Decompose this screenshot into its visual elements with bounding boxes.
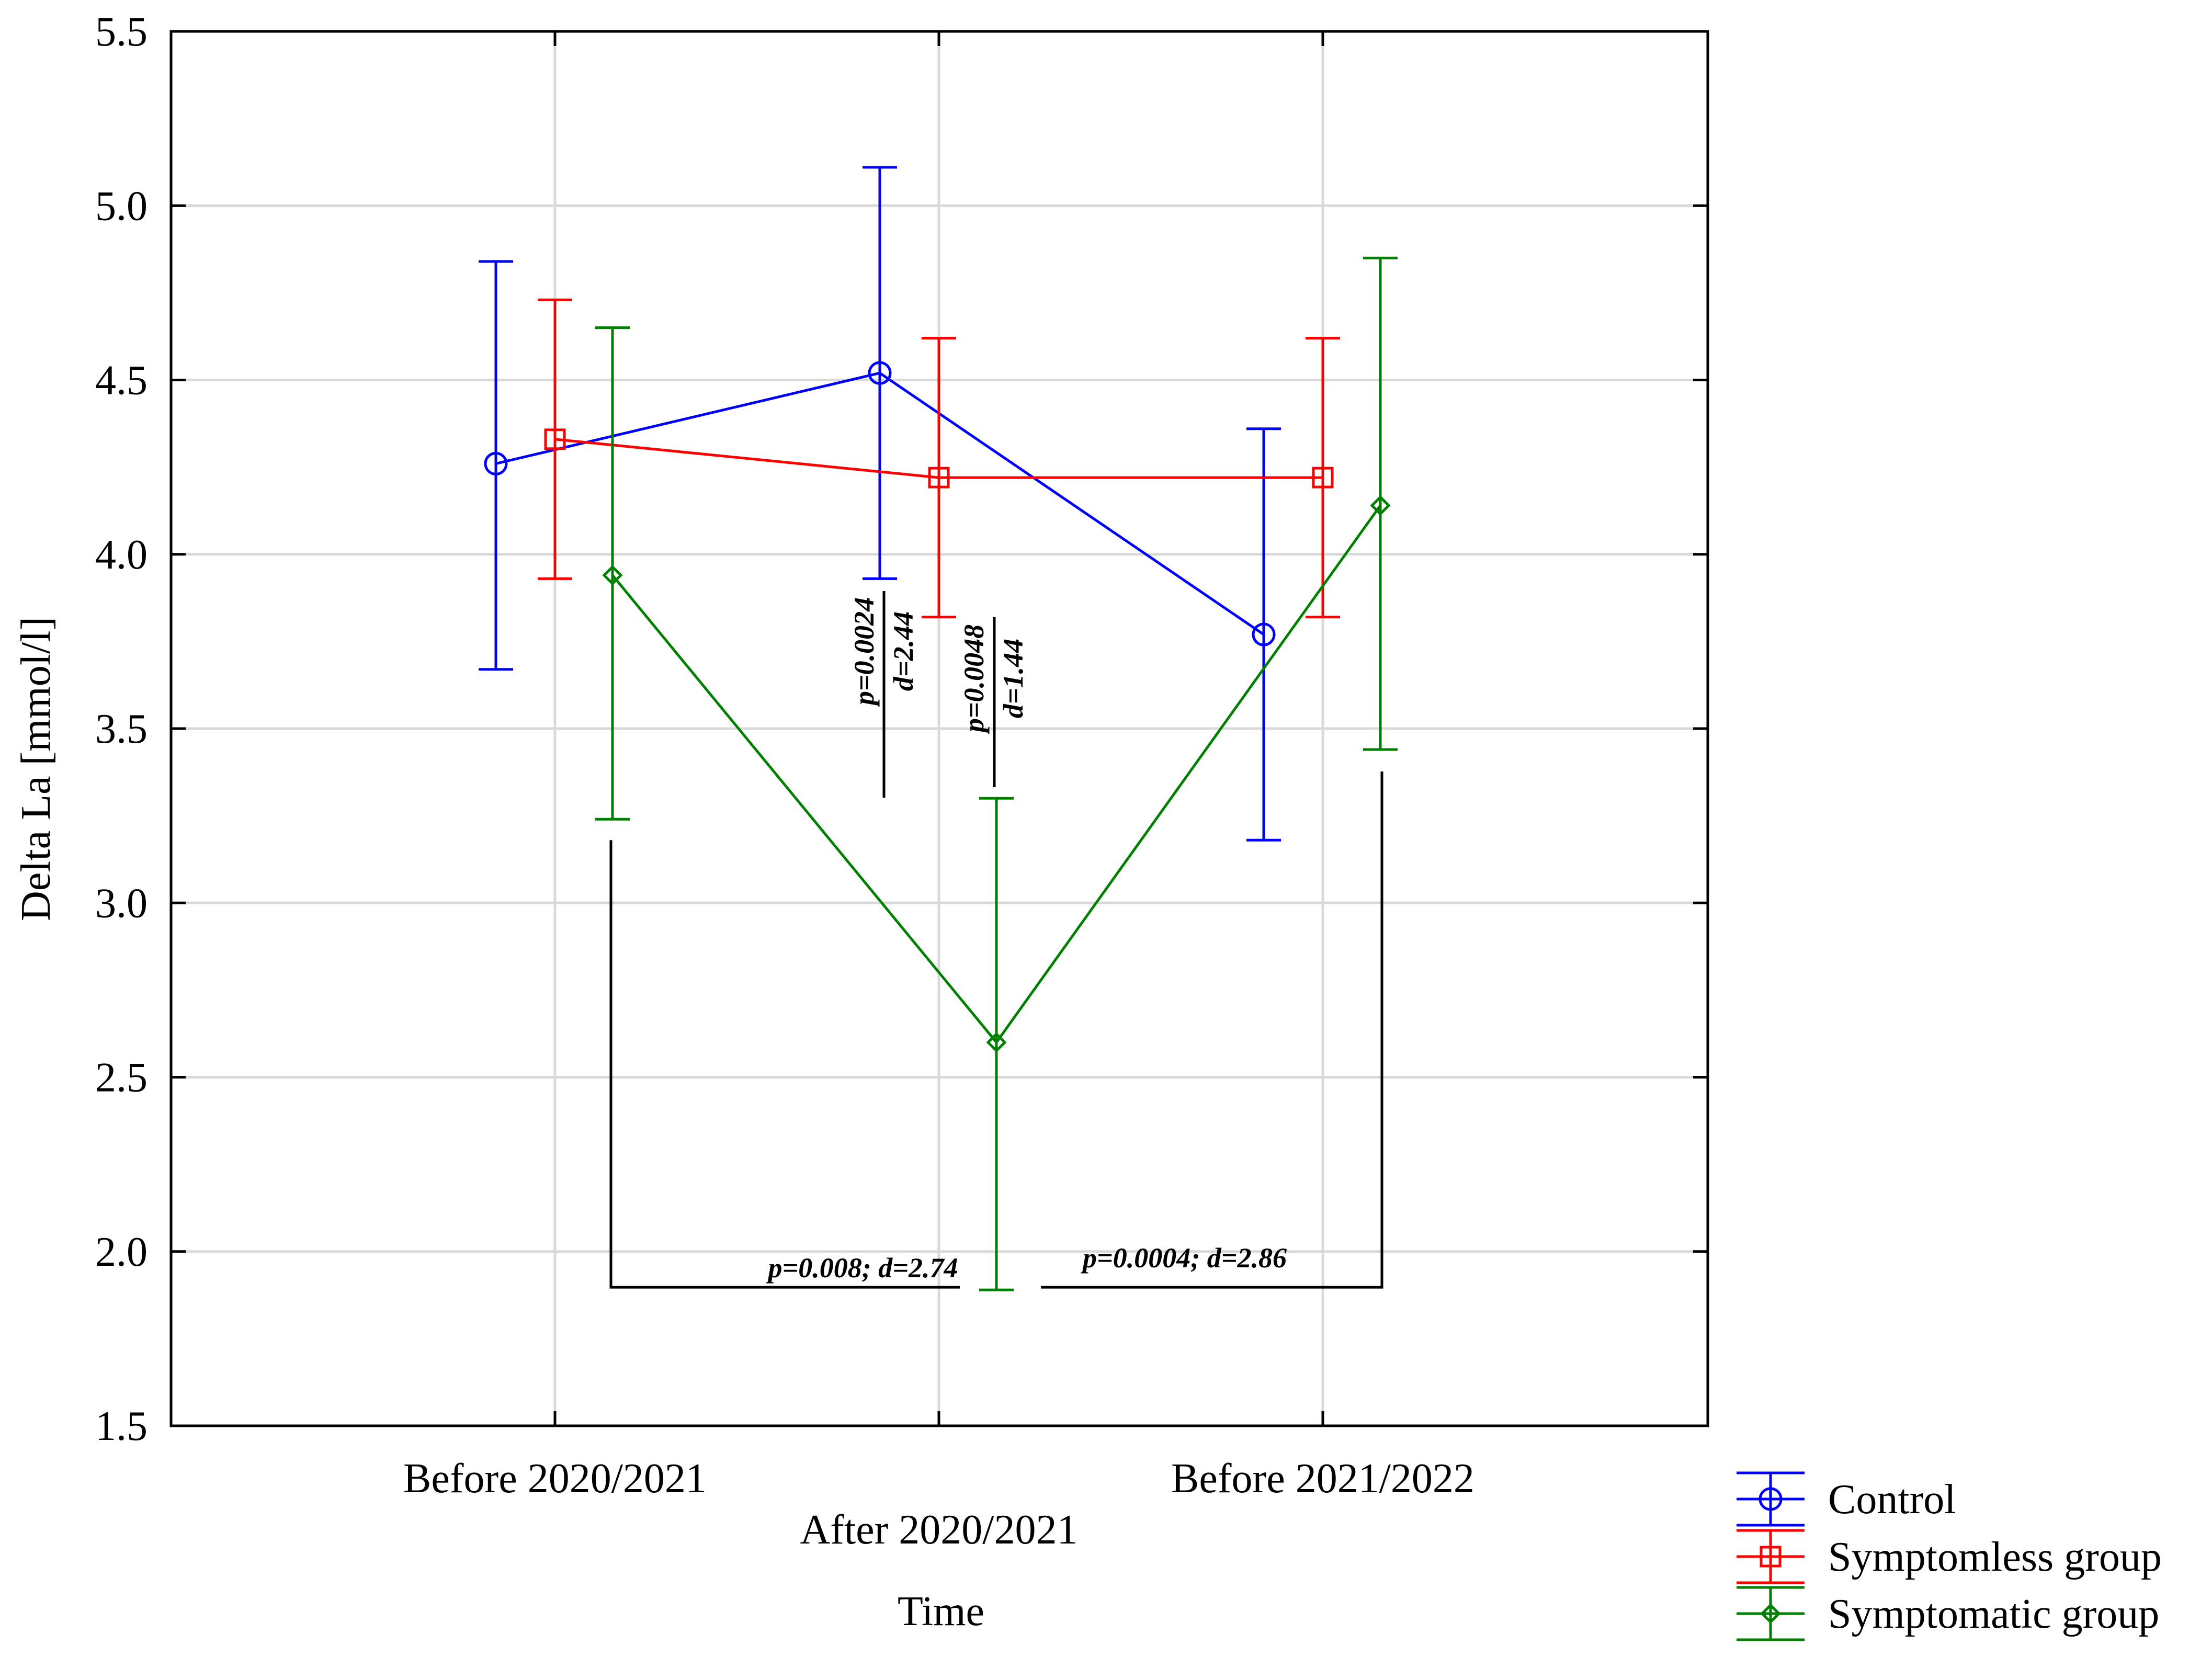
point-marker bbox=[1370, 495, 1391, 516]
point-marker bbox=[544, 428, 566, 450]
point-marker bbox=[928, 467, 950, 489]
y-tick-label: 2.0 bbox=[95, 1229, 148, 1275]
legend-item: Symptomatic group bbox=[1737, 1586, 2159, 1641]
series-symptomatic-group bbox=[595, 256, 1398, 1291]
annotation-4: p=0.0004; d=2.86 bbox=[1081, 1242, 1287, 1274]
point-marker bbox=[868, 361, 892, 385]
series-control bbox=[479, 166, 1281, 842]
y-tick-label: 5.5 bbox=[95, 9, 148, 55]
y-tick-label: 3.5 bbox=[95, 706, 148, 752]
legend-label: Symptomatic group bbox=[1828, 1591, 2159, 1637]
point-marker bbox=[1760, 1603, 1781, 1624]
annotation-2: p=0.0048 d=1.44 bbox=[958, 625, 1029, 734]
legend-item: Control bbox=[1737, 1471, 1956, 1527]
axes: 1.5 2.0 2.5 3.0 3.5 4.0 4.5 5.0 5.5 Before 2020/2… bbox=[95, 9, 1708, 1553]
point-marker bbox=[1252, 622, 1276, 646]
legend-label: Control bbox=[1828, 1477, 1956, 1523]
annotation-1-d: d=2.44 bbox=[888, 611, 919, 691]
point-marker bbox=[602, 565, 623, 586]
legend: Control Symptomless group Symptomatic grou… bbox=[1737, 1471, 2162, 1641]
annotation-1-p: p=0.0024 bbox=[848, 597, 880, 707]
series-line bbox=[495, 371, 1265, 636]
y-tick-label: 5.0 bbox=[95, 183, 148, 229]
x-tick-label: Before 2020/2021 bbox=[403, 1456, 707, 1502]
legend-item: Symptomless group bbox=[1737, 1529, 2162, 1584]
series-line bbox=[554, 438, 1323, 479]
annotation-2-p: p=0.0048 bbox=[958, 625, 990, 734]
bracket-after-before bbox=[1041, 771, 1383, 1289]
annotation-1: p=0.0024 d=2.44 bbox=[848, 597, 919, 707]
bracket-before-after bbox=[609, 840, 960, 1289]
series-layer bbox=[479, 166, 1398, 1291]
point-marker bbox=[1312, 467, 1334, 489]
y-tick-label: 2.5 bbox=[95, 1055, 148, 1101]
significance-brackets bbox=[609, 591, 1383, 1289]
series-line bbox=[611, 504, 1382, 1045]
y-tick-label: 1.5 bbox=[95, 1403, 148, 1449]
y-tick-label: 3.0 bbox=[95, 880, 148, 926]
annotation-3: p=0.008; d=2.74 bbox=[766, 1252, 958, 1284]
point-marker bbox=[986, 1032, 1007, 1053]
point-marker bbox=[1759, 1487, 1783, 1511]
legend-label: Symptomless group bbox=[1828, 1534, 2162, 1580]
y-axis-title: Delta La [mmol/l] bbox=[13, 617, 59, 921]
y-tick-label: 4.5 bbox=[95, 358, 148, 404]
x-tick-label: Before 2021/2022 bbox=[1171, 1456, 1474, 1502]
point-marker bbox=[1760, 1546, 1782, 1568]
x-tick-label: After 2020/2021 bbox=[800, 1507, 1077, 1553]
series-symptomless-group bbox=[538, 298, 1340, 619]
x-axis-title: Time bbox=[898, 1588, 984, 1635]
point-marker bbox=[484, 451, 508, 475]
y-tick-label: 4.0 bbox=[95, 532, 148, 578]
annotation-2-d: d=1.44 bbox=[997, 639, 1029, 718]
